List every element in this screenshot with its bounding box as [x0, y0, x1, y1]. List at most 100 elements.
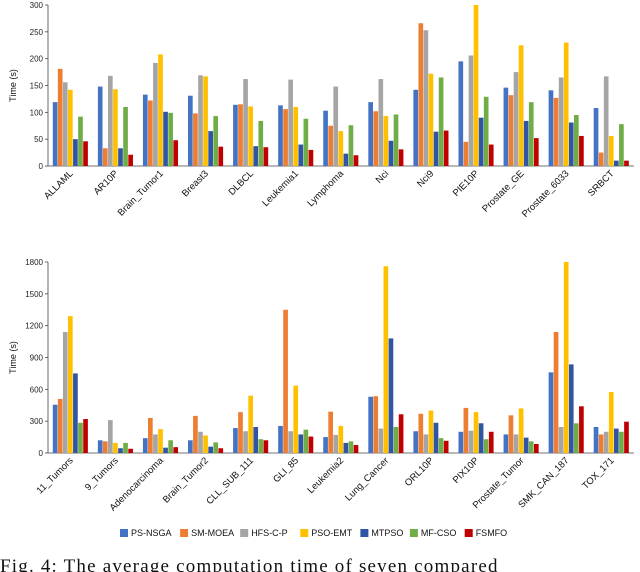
- bar: [218, 146, 224, 166]
- x-tick-label: 9_Tumors: [83, 455, 121, 493]
- bar: [413, 89, 419, 166]
- bar: [388, 338, 394, 453]
- bar: [113, 89, 118, 166]
- bar: [473, 412, 479, 453]
- bar: [393, 427, 399, 453]
- bar: [333, 434, 339, 453]
- bar: [503, 87, 509, 166]
- bar: [418, 23, 424, 166]
- bar: [603, 431, 609, 453]
- bar: [203, 435, 208, 453]
- bar: [78, 422, 83, 453]
- bar: [573, 423, 579, 453]
- bar: [168, 112, 173, 166]
- bar: [293, 106, 299, 166]
- bar: [573, 115, 579, 166]
- bar: [62, 332, 68, 453]
- bar: [263, 147, 269, 166]
- bar: [553, 97, 559, 166]
- bar: [83, 419, 88, 453]
- bar: [463, 407, 469, 453]
- bar: [508, 415, 514, 453]
- bar: [598, 434, 604, 453]
- bar: [248, 106, 253, 166]
- bar: [613, 428, 619, 453]
- bar: [163, 447, 168, 453]
- bar: [518, 408, 524, 453]
- legend-swatch: [180, 529, 189, 537]
- bar: [438, 77, 444, 166]
- bar: [393, 114, 399, 166]
- x-tick-label: AR10P: [92, 168, 121, 197]
- bar: [238, 412, 243, 453]
- bar: [338, 425, 344, 453]
- bar: [113, 442, 118, 453]
- legend-label: HFS-C-P: [251, 528, 288, 538]
- bar: [198, 75, 203, 166]
- bar: [328, 125, 333, 166]
- bar: [102, 441, 108, 453]
- bar: [52, 102, 58, 166]
- bar: [619, 124, 624, 166]
- bar: [428, 410, 434, 453]
- bar: [283, 309, 288, 453]
- x-tick-label: DLBCL: [227, 168, 256, 197]
- bar: [233, 428, 238, 453]
- bar: [68, 89, 73, 166]
- y-tick-label: 250: [30, 28, 44, 37]
- legend-label: FSMFO: [476, 528, 508, 538]
- bar: [203, 76, 208, 166]
- bar: [142, 94, 148, 166]
- bar: [468, 55, 474, 166]
- bar: [163, 111, 168, 166]
- bar: [568, 122, 574, 166]
- bar: [208, 131, 213, 166]
- bar: [118, 448, 123, 453]
- bar: [523, 437, 529, 453]
- bar: [398, 414, 404, 453]
- bar: [142, 438, 148, 453]
- bar: [593, 108, 599, 166]
- bar: [283, 109, 288, 166]
- bar: [243, 79, 248, 166]
- bar: [433, 131, 439, 166]
- bar: [308, 149, 314, 166]
- bar: [613, 160, 619, 166]
- bar: [258, 439, 264, 453]
- x-tick-label: Breast3: [180, 168, 211, 199]
- x-tick-label: Prostate_6033: [520, 168, 571, 219]
- legend-swatch: [240, 529, 249, 537]
- x-tick-label: Lymphoma: [305, 168, 346, 209]
- bar: [558, 427, 564, 453]
- bar: [253, 146, 259, 166]
- bar: [278, 425, 283, 453]
- y-tick-label: 0: [39, 449, 44, 458]
- bar: [503, 434, 509, 453]
- legend-swatch: [409, 529, 418, 537]
- legend-label: MF-CSO: [421, 528, 457, 538]
- x-tick-label: 11_Tumors: [35, 455, 76, 496]
- bar: [123, 442, 128, 453]
- bar: [62, 82, 68, 166]
- bar: [233, 104, 238, 166]
- bar: [533, 138, 539, 166]
- bar: [443, 130, 449, 166]
- bar: [168, 440, 173, 453]
- x-tick-label: Nci9: [415, 168, 436, 189]
- bar: [263, 440, 269, 453]
- bar: [563, 262, 569, 453]
- y-tick-label: 1500: [25, 290, 43, 299]
- legend-label: PSO-EMT: [311, 528, 353, 538]
- y-tick-label: 1800: [25, 258, 43, 267]
- bar: [128, 154, 133, 166]
- bar: [258, 120, 264, 166]
- bar: [303, 429, 309, 453]
- bar: [548, 90, 554, 166]
- y-tick-label: 0: [39, 162, 44, 171]
- bar: [579, 406, 584, 453]
- bar: [513, 434, 519, 453]
- bar: [383, 266, 389, 453]
- bar: [213, 116, 219, 166]
- legend-label: MTPSO: [371, 528, 403, 538]
- legend-label: SM-MOEA: [191, 528, 234, 538]
